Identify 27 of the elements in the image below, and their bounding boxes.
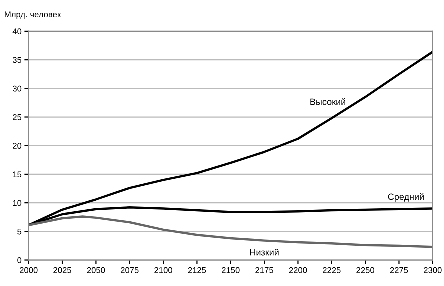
- series-label: Высокий: [310, 98, 346, 106]
- x-tick-label: 2075: [121, 267, 139, 274]
- x-tick-label: 2300: [424, 267, 442, 274]
- y-axis-title: Млрд. человек: [5, 12, 62, 20]
- y-tick-label: 40: [12, 28, 22, 35]
- line-series: [28, 216, 433, 248]
- y-tick-label: 20: [13, 143, 22, 149]
- x-tick-label: 2275: [390, 267, 408, 274]
- series-label: Низкий: [250, 248, 279, 256]
- y-tick-label: 15: [13, 172, 22, 178]
- y-tick-label: 30: [12, 86, 22, 92]
- x-tick-label: 2175: [256, 267, 274, 274]
- x-tick-label: 2025: [54, 267, 72, 274]
- x-tick-label: 2050: [87, 267, 106, 274]
- x-tick-label: 2100: [154, 267, 172, 274]
- x-tick-label: 2150: [222, 267, 240, 274]
- y-tick-label: 10: [13, 200, 22, 206]
- y-tick-label: 25: [13, 114, 22, 120]
- x-tick-label: 2200: [289, 267, 308, 274]
- y-tick-label: 5: [18, 228, 22, 235]
- x-tick-label: 2125: [188, 267, 206, 274]
- y-tick-label: 35: [12, 57, 22, 64]
- y-tick-label: 0: [18, 257, 22, 264]
- x-tick-label: 2000: [20, 267, 38, 274]
- series-label: Средний: [388, 193, 424, 202]
- x-tick-label: 2250: [356, 267, 375, 274]
- x-tick-label: 2225: [323, 267, 341, 274]
